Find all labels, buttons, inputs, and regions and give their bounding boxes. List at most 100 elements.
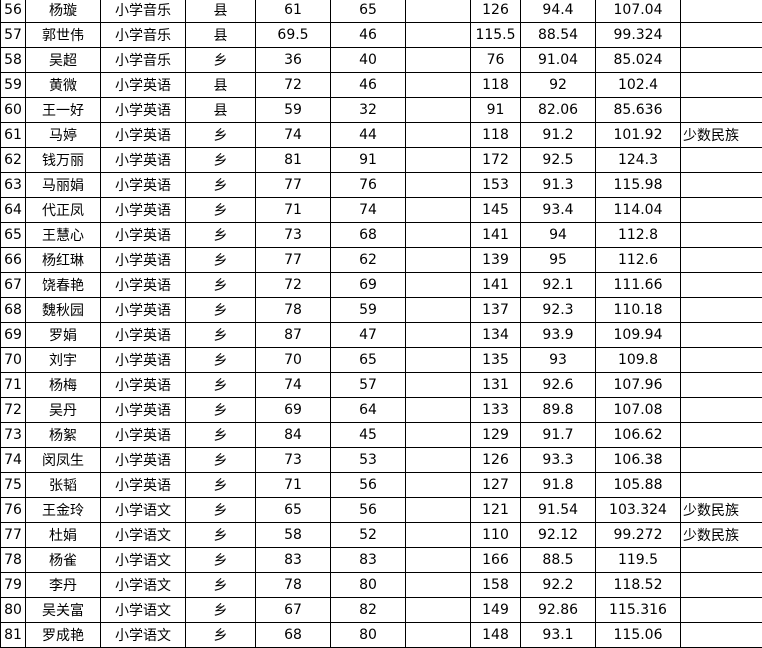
cell: 94 — [521, 223, 596, 248]
cell: 61 — [1, 123, 26, 148]
empty-cell — [406, 23, 471, 48]
cell: 县 — [186, 73, 256, 98]
note-cell — [681, 148, 762, 173]
cell: 109.94 — [596, 323, 681, 348]
cell: 刘宇 — [26, 348, 101, 373]
cell: 139 — [471, 248, 521, 273]
empty-cell — [406, 73, 471, 98]
cell: 82.06 — [521, 98, 596, 123]
note-cell — [681, 448, 762, 473]
cell: 81 — [1, 623, 26, 648]
cell: 65 — [331, 0, 406, 23]
cell: 129 — [471, 423, 521, 448]
cell: 乡 — [186, 223, 256, 248]
cell: 70 — [1, 348, 26, 373]
cell: 罗成艳 — [26, 623, 101, 648]
cell: 小学英语 — [101, 348, 186, 373]
cell: 79 — [1, 573, 26, 598]
cell: 74 — [331, 198, 406, 223]
cell: 44 — [331, 123, 406, 148]
cell: 乡 — [186, 198, 256, 223]
cell: 106.38 — [596, 448, 681, 473]
note-cell — [681, 98, 762, 123]
cell: 小学语文 — [101, 623, 186, 648]
cell: 59 — [256, 98, 331, 123]
cell: 乡 — [186, 173, 256, 198]
cell: 78 — [256, 298, 331, 323]
cell: 148 — [471, 623, 521, 648]
cell: 75 — [1, 473, 26, 498]
cell: 131 — [471, 373, 521, 398]
cell: 乡 — [186, 498, 256, 523]
cell: 小学音乐 — [101, 23, 186, 48]
empty-cell — [406, 548, 471, 573]
cell: 72 — [256, 73, 331, 98]
cell: 小学英语 — [101, 223, 186, 248]
cell: 107.96 — [596, 373, 681, 398]
cell: 杨雀 — [26, 548, 101, 573]
cell: 乡 — [186, 273, 256, 298]
cell: 56 — [331, 473, 406, 498]
cell: 91 — [471, 98, 521, 123]
cell: 杨絮 — [26, 423, 101, 448]
cell: 95 — [521, 248, 596, 273]
cell: 76 — [331, 173, 406, 198]
cell: 小学语文 — [101, 523, 186, 548]
empty-cell — [406, 398, 471, 423]
cell: 91.3 — [521, 173, 596, 198]
cell: 83 — [256, 548, 331, 573]
cell: 杨梅 — [26, 373, 101, 398]
note-cell — [681, 248, 762, 273]
cell: 115.5 — [471, 23, 521, 48]
note-cell — [681, 373, 762, 398]
cell: 59 — [1, 73, 26, 98]
empty-cell — [406, 598, 471, 623]
note-cell — [681, 273, 762, 298]
cell: 88.54 — [521, 23, 596, 48]
cell: 111.66 — [596, 273, 681, 298]
cell: 王慧心 — [26, 223, 101, 248]
cell: 141 — [471, 223, 521, 248]
cell: 81 — [256, 148, 331, 173]
cell: 闵凤生 — [26, 448, 101, 473]
cell: 92.5 — [521, 148, 596, 173]
empty-cell — [406, 373, 471, 398]
cell: 71 — [256, 198, 331, 223]
cell: 126 — [471, 448, 521, 473]
cell: 92.86 — [521, 598, 596, 623]
cell: 吴丹 — [26, 398, 101, 423]
empty-cell — [406, 0, 471, 23]
cell: 110 — [471, 523, 521, 548]
cell: 46 — [331, 73, 406, 98]
cell: 小学英语 — [101, 448, 186, 473]
cell: 吴关富 — [26, 598, 101, 623]
empty-cell — [406, 498, 471, 523]
cell: 小学英语 — [101, 148, 186, 173]
cell: 乡 — [186, 323, 256, 348]
empty-cell — [406, 573, 471, 598]
note-cell — [681, 173, 762, 198]
cell: 71 — [1, 373, 26, 398]
cell: 67 — [1, 273, 26, 298]
cell: 57 — [331, 373, 406, 398]
cell: 82 — [331, 598, 406, 623]
cell: 杜娟 — [26, 523, 101, 548]
cell: 93.4 — [521, 198, 596, 223]
cell: 乡 — [186, 123, 256, 148]
